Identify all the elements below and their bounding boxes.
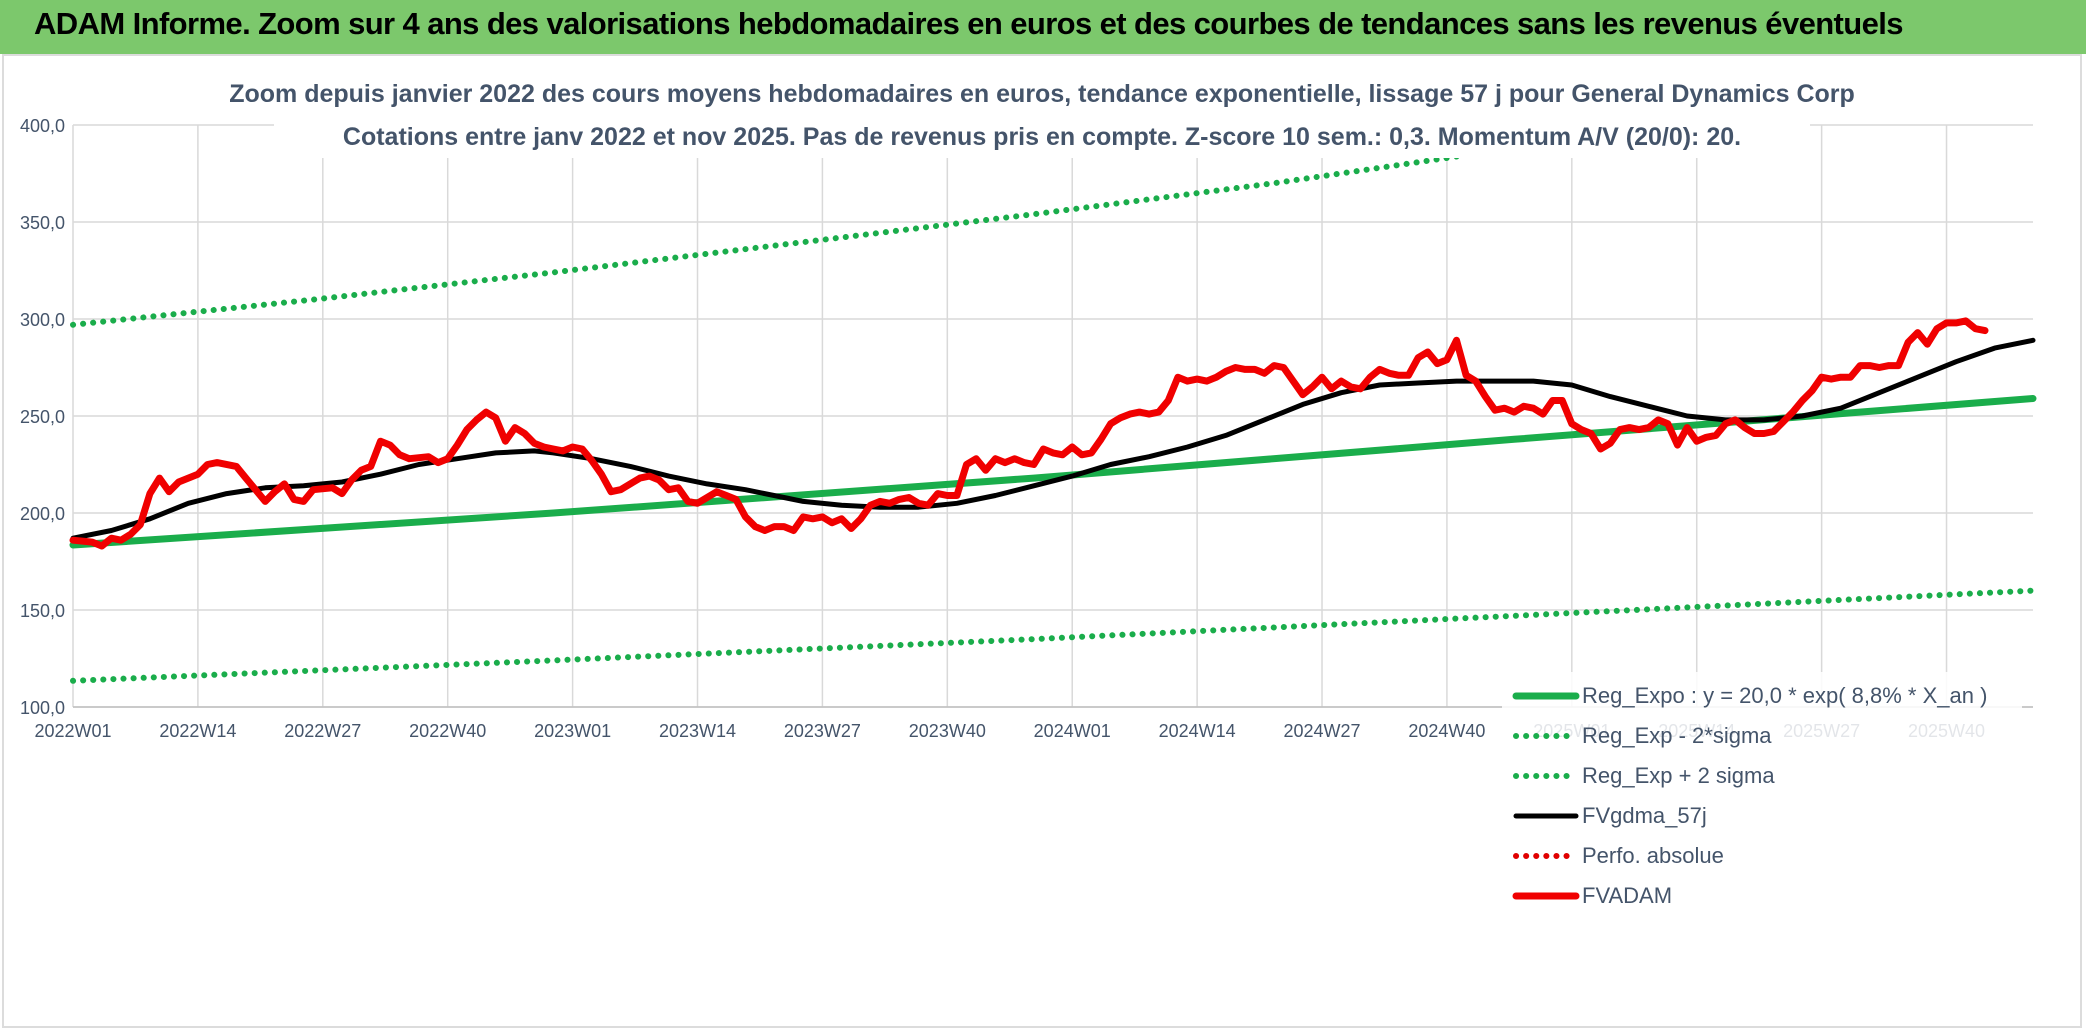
x-tick-label: 2022W27 bbox=[284, 721, 361, 741]
y-tick-label: 200,0 bbox=[20, 504, 65, 524]
x-tick-label: 2024W01 bbox=[1034, 721, 1111, 741]
x-tick-label: 2023W14 bbox=[659, 721, 736, 741]
y-tick-label: 250,0 bbox=[20, 407, 65, 427]
smoothed-line bbox=[70, 337, 2036, 541]
title-background bbox=[274, 74, 1810, 158]
legend-background bbox=[1502, 672, 2022, 920]
x-tick-label: 2024W40 bbox=[1408, 721, 1485, 741]
x-tick-label: 2024W27 bbox=[1283, 721, 1360, 741]
legend-label: Perfo. absolue bbox=[1582, 843, 1724, 868]
legend-trend: Reg_Expo : y = 20,0 * exp( 8,8% * X_an ) bbox=[1512, 683, 1987, 708]
chart-subtitle: Cotations entre janv 2022 et nov 2025. P… bbox=[343, 123, 1741, 151]
chart-titles: Zoom depuis janvier 2022 des cours moyen… bbox=[229, 74, 1855, 158]
header-bar: ADAM Informe. Zoom sur 4 ans des valoris… bbox=[0, 0, 2086, 54]
x-tick-label: 2023W40 bbox=[909, 721, 986, 741]
y-tick-label: 400,0 bbox=[20, 116, 65, 136]
legend-price: FVADAM bbox=[1512, 883, 1672, 908]
legend-lower-band: Reg_Exp - 2*sigma bbox=[1513, 723, 1772, 748]
grid bbox=[72, 124, 2033, 708]
legend-smoothed: FVgdma_57j bbox=[1513, 803, 1707, 828]
legend-upper-band: Reg_Exp + 2 sigma bbox=[1513, 763, 1775, 788]
legend-label: Reg_Exp - 2*sigma bbox=[1582, 723, 1772, 748]
legend: Reg_Expo : y = 20,0 * exp( 8,8% * X_an )… bbox=[1502, 672, 2022, 920]
legend-perf: Perfo. absolue bbox=[1513, 843, 1724, 868]
series-layer bbox=[69, 122, 2037, 684]
lower-band-line bbox=[70, 587, 2036, 684]
legend-label: FVgdma_57j bbox=[1582, 803, 1707, 828]
chart-frame: 100,0 150,0 200,0 250,0 300,0 350,0 400,0 2022… bbox=[2, 54, 2082, 1028]
y-axis: 100,0 150,0 200,0 250,0 300,0 350,0 400,0 bbox=[20, 116, 65, 718]
legend-label: Reg_Expo : y = 20,0 * exp( 8,8% * X_an ) bbox=[1582, 683, 1987, 708]
legend-label: Reg_Exp + 2 sigma bbox=[1582, 763, 1775, 788]
x-tick-label: 2022W40 bbox=[409, 721, 486, 741]
x-tick-label: 2022W01 bbox=[34, 721, 111, 741]
y-tick-label: 150,0 bbox=[20, 601, 65, 621]
x-tick-label: 2024W14 bbox=[1159, 721, 1236, 741]
x-tick-label: 2023W27 bbox=[784, 721, 861, 741]
y-tick-label: 300,0 bbox=[20, 310, 65, 330]
legend-label: FVADAM bbox=[1582, 883, 1672, 908]
price-line bbox=[69, 317, 1989, 550]
x-tick-label: 2023W01 bbox=[534, 721, 611, 741]
chart: 100,0 150,0 200,0 250,0 300,0 350,0 400,0 2022… bbox=[20, 74, 2037, 920]
report-title: ADAM Informe. Zoom sur 4 ans des valoris… bbox=[34, 6, 1904, 41]
y-tick-label: 100,0 bbox=[20, 698, 65, 718]
y-tick-label: 350,0 bbox=[20, 213, 65, 233]
x-tick-label: 2022W14 bbox=[159, 721, 236, 741]
chart-title: Zoom depuis janvier 2022 des cours moyen… bbox=[229, 80, 1855, 108]
